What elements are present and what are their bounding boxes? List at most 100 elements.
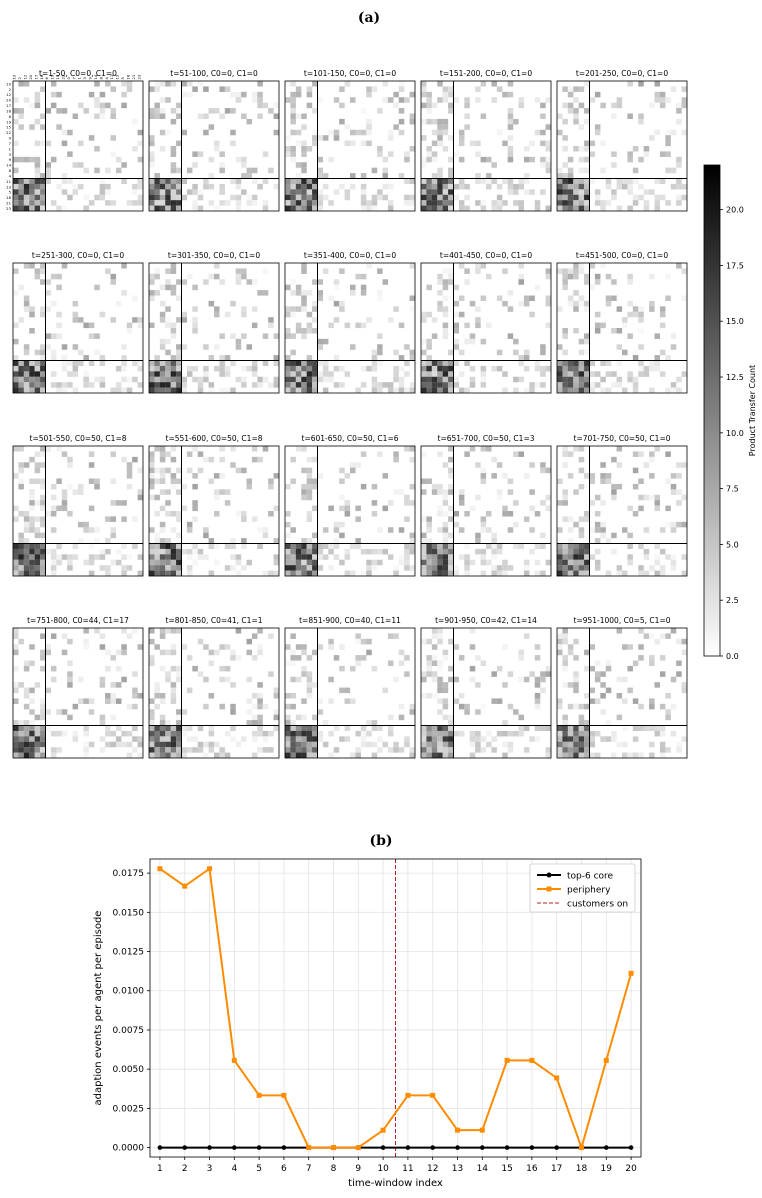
heatmap-cell xyxy=(366,559,372,566)
heatmap-cell xyxy=(149,527,155,533)
heatmap-cell xyxy=(154,365,160,372)
heatmap-cell xyxy=(23,382,30,388)
heatmap-cell xyxy=(34,382,41,388)
heatmap-cell xyxy=(322,554,329,560)
heatmap-cell xyxy=(605,371,612,377)
heatmap-cell xyxy=(578,532,585,539)
heatmap-cell xyxy=(149,200,155,206)
heatmap-cell xyxy=(469,446,476,452)
heatmap-cell xyxy=(181,344,188,350)
heatmap-cell xyxy=(295,284,302,291)
heatmap-cell xyxy=(398,97,405,103)
heatmap-cell xyxy=(442,279,449,285)
heatmap-cell xyxy=(557,113,563,120)
heatmap-cell xyxy=(29,741,35,748)
heatmap-cell xyxy=(518,102,525,109)
heatmap-cell xyxy=(13,97,19,103)
heatmap-cell xyxy=(366,118,372,125)
heatmap-col-label: 9 xyxy=(88,77,93,80)
heatmap-col-label: 6 xyxy=(44,77,49,80)
heatmap-cell xyxy=(99,644,106,650)
heatmap-col-label: 17 xyxy=(33,74,38,79)
heatmap-cell xyxy=(632,736,639,742)
heatmap-cell xyxy=(638,306,644,312)
heatmap-cell xyxy=(360,365,367,372)
heatmap-cell xyxy=(224,311,231,318)
heatmap-cell xyxy=(448,446,454,452)
heatmap-cell xyxy=(317,135,324,141)
heatmap-cell xyxy=(442,146,449,152)
heatmap-cell xyxy=(306,687,313,694)
heatmap-cell xyxy=(170,146,177,152)
heatmap-cell xyxy=(627,752,633,759)
heatmap-cell xyxy=(257,81,263,87)
heatmap-cell xyxy=(251,693,258,699)
heatmap-cell xyxy=(165,451,171,457)
heatmap-cell xyxy=(665,451,671,457)
heatmap-cell xyxy=(40,521,46,528)
heatmap-cell xyxy=(149,365,155,372)
heatmap-cell xyxy=(88,698,95,704)
heatmap-cell xyxy=(387,527,394,533)
heatmap-cell xyxy=(306,194,313,201)
heatmap-cell xyxy=(29,720,35,726)
heatmap-cell xyxy=(594,671,601,677)
heatmap-cell xyxy=(230,682,236,688)
heatmap-cell xyxy=(126,554,133,560)
heatmap-cell xyxy=(312,189,318,195)
heatmap-cell xyxy=(584,511,590,517)
heatmap-cell xyxy=(83,741,89,748)
heatmap-cell xyxy=(360,108,367,114)
heatmap-cell xyxy=(290,81,296,87)
heatmap-cell xyxy=(421,376,427,383)
heatmap-cell xyxy=(132,693,138,699)
heatmap-cell xyxy=(398,649,405,656)
heatmap-cell xyxy=(181,279,188,285)
heatmap-cell xyxy=(34,189,41,195)
heatmap-cell xyxy=(605,660,612,667)
heatmap-cell xyxy=(295,306,302,312)
heatmap-cell xyxy=(649,135,655,141)
heatmap-col-label: 22 xyxy=(60,74,65,79)
heatmap-cell xyxy=(681,736,688,742)
heatmap-cell xyxy=(600,500,606,506)
heatmap-cell xyxy=(34,183,41,190)
heatmap-cell xyxy=(56,333,62,339)
heatmap-cell xyxy=(409,446,416,452)
heatmap-cell xyxy=(61,108,68,114)
heatmap-cell xyxy=(632,194,639,201)
heatmap-cell xyxy=(480,559,487,566)
heatmap-panel: t=151-200, C0=0, C1=0 xyxy=(420,69,552,212)
heatmap-cell xyxy=(72,300,79,307)
heatmap-cell xyxy=(306,456,313,463)
heatmap-cell xyxy=(627,151,633,157)
heatmap-cell xyxy=(83,371,89,377)
heatmap-cell xyxy=(34,178,41,185)
heatmap-cell xyxy=(584,300,590,307)
heatmap-cell xyxy=(230,554,236,560)
heatmap-cell xyxy=(257,183,263,190)
heatmap-cell xyxy=(29,516,35,522)
heatmap-cell xyxy=(578,200,585,206)
heatmap-cell xyxy=(105,665,111,672)
heatmap-cell xyxy=(507,527,514,533)
heatmap-cell xyxy=(464,543,470,550)
heatmap-cell xyxy=(241,189,247,195)
heatmap-cell xyxy=(573,747,579,753)
heatmap-frame xyxy=(556,445,688,577)
heatmap-cell xyxy=(126,376,133,383)
heatmap-cell xyxy=(230,655,236,661)
heatmap-cell xyxy=(486,173,492,179)
heatmap-cell xyxy=(442,91,449,98)
heatmap-cell xyxy=(578,178,585,185)
heatmap-cell xyxy=(34,570,41,577)
heatmap-cell xyxy=(578,565,585,571)
heatmap-cell xyxy=(458,494,465,501)
heatmap-cell xyxy=(214,205,220,212)
heatmap-cell xyxy=(578,554,585,560)
heatmap-cell xyxy=(251,194,258,201)
heatmap-cell xyxy=(88,322,95,329)
heatmap-cell xyxy=(480,516,487,522)
heatmap-cell xyxy=(149,473,155,479)
heatmap-cell xyxy=(486,322,492,329)
